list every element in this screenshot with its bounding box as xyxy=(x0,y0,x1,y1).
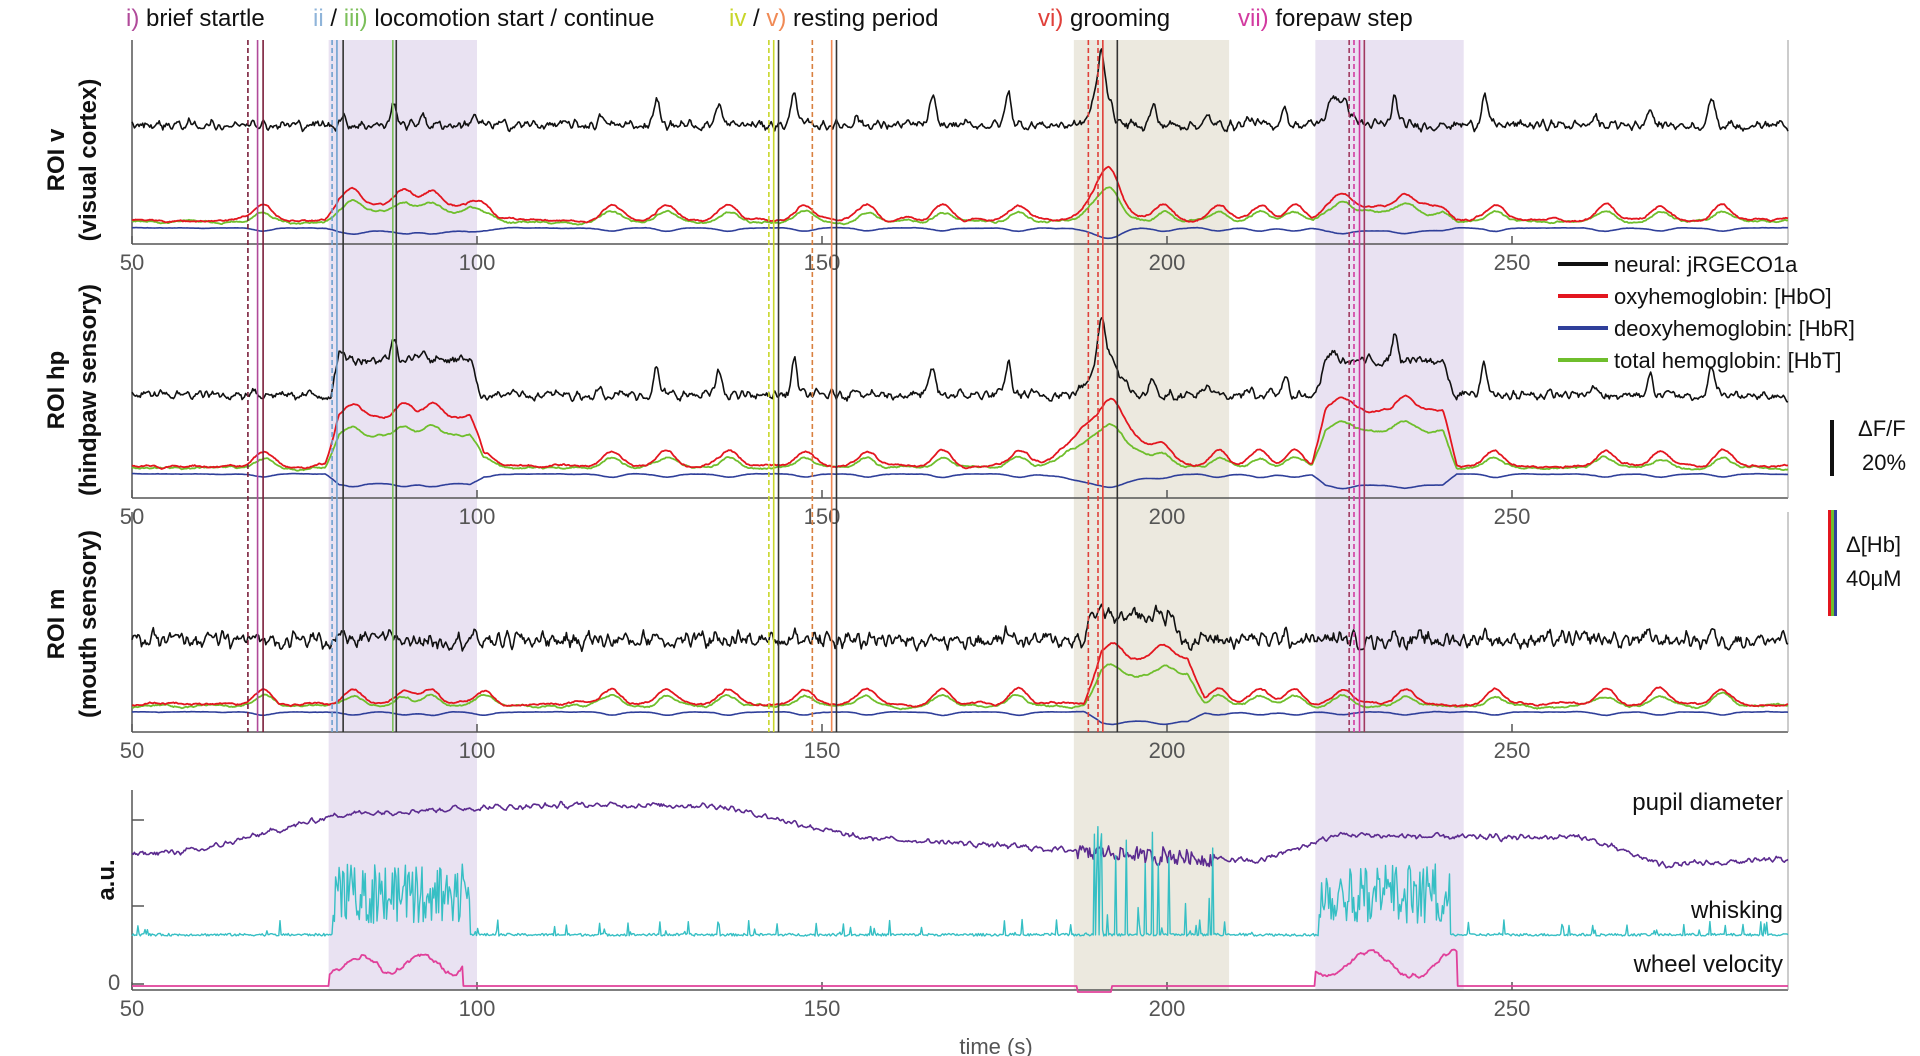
x-tick-label-100: 100 xyxy=(459,996,496,1021)
trace-hbo-panel-3 xyxy=(131,642,1789,708)
event-label-4-part-1: vi) xyxy=(1038,5,1063,32)
event-label-3: iv / v) resting period xyxy=(729,5,938,32)
trace-hbr-panel-3 xyxy=(131,710,1789,726)
x-tick-label-250: 250 xyxy=(1494,250,1531,275)
shaded-period-1 xyxy=(328,40,477,990)
event-label-3-part-4: resting period xyxy=(786,5,938,32)
traces xyxy=(131,48,1789,993)
trace-neural-panel-2 xyxy=(131,317,1789,403)
panel-2-subtitle: (hindpaw sensory) xyxy=(75,284,102,496)
trace-hbr-panel-2 xyxy=(132,472,1788,490)
x-tick-label-250: 250 xyxy=(1494,738,1531,763)
x-tick-label-200: 200 xyxy=(1149,996,1186,1021)
trace-hbr-panel-1 xyxy=(131,226,1788,240)
trace-wheel-velocity xyxy=(132,948,1788,993)
bottom-ytick-zero: 0 xyxy=(108,970,120,995)
x-tick-label-50: 50 xyxy=(120,738,144,763)
x-tick-label-150: 150 xyxy=(804,504,841,529)
scale-bar-hb: Δ[Hb] 40μM xyxy=(1828,510,1901,616)
x-tick-label-250: 250 xyxy=(1494,504,1531,529)
event-label-4-part-2: grooming xyxy=(1063,5,1170,32)
x-tick-label-150: 150 xyxy=(804,738,841,763)
trace-hbt-panel-3 xyxy=(131,663,1789,711)
x-tick-label-100: 100 xyxy=(459,504,496,529)
shaded-periods xyxy=(328,40,1464,990)
trace-pupil-diameter xyxy=(131,800,1789,869)
shaded-period-3 xyxy=(1315,40,1464,990)
x-tick-label-100: 100 xyxy=(459,738,496,763)
scale-bar-dff: ΔF/F 20% xyxy=(1830,416,1906,476)
event-label-3-part-2: / xyxy=(746,5,766,32)
event-label-5-part-2: forepaw step xyxy=(1269,5,1413,32)
event-label-2-part-3: iii) xyxy=(344,5,368,32)
panel-1-subtitle: (visual cortex) xyxy=(75,79,102,242)
event-label-2-part-2: / xyxy=(324,5,344,32)
trace-neural-panel-1 xyxy=(131,48,1789,133)
event-label-5-part-1: vii) xyxy=(1238,5,1269,32)
event-label-2-part-4: locomotion start / continue xyxy=(368,5,655,32)
scale-bar-dff-label-1: ΔF/F xyxy=(1858,416,1906,441)
event-label-4: vi) grooming xyxy=(1038,5,1170,32)
scale-bar-hb-label-1: Δ[Hb] xyxy=(1846,532,1901,557)
trace-label-whisking: whisking xyxy=(1690,897,1783,924)
trace-hbo-panel-2 xyxy=(131,394,1789,470)
legend-label-neural: neural: jRGECO1a xyxy=(1614,252,1798,277)
x-tick-label-50: 50 xyxy=(120,996,144,1021)
x-tick-label-150: 150 xyxy=(804,250,841,275)
legend-label-hbt: total hemoglobin: [HbT] xyxy=(1614,348,1841,373)
event-markers xyxy=(247,40,1366,732)
x-tick-label-100: 100 xyxy=(459,250,496,275)
event-label-5: vii) forepaw step xyxy=(1238,5,1413,32)
scale-bar-hb-label-2: 40μM xyxy=(1846,566,1901,591)
trace-label-wheel: wheel velocity xyxy=(1633,951,1783,978)
panel-1-title: ROI v xyxy=(43,128,70,191)
trace-hbo-panel-1 xyxy=(131,165,1789,224)
legend-label-hbr: deoxyhemoglobin: [HbR] xyxy=(1614,316,1855,341)
event-label-1: i) brief startle xyxy=(126,5,265,32)
event-label-3-part-1: iv xyxy=(729,5,746,32)
legend: neural: jRGECO1a oxyhemoglobin: [HbO] de… xyxy=(1558,252,1855,373)
x-tick-label-250: 250 xyxy=(1494,996,1531,1021)
trace-label-pupil: pupil diameter xyxy=(1632,789,1783,816)
x-tick-label-200: 200 xyxy=(1149,504,1186,529)
panel-2-title: ROI hp xyxy=(43,351,70,430)
event-label-1-part-2: brief startle xyxy=(139,5,264,32)
panel-3-title: ROI m xyxy=(43,589,70,660)
trace-neural-panel-3 xyxy=(131,603,1789,653)
bottom-ylabel: a.u. xyxy=(93,859,120,900)
legend-label-hbo: oxyhemoglobin: [HbO] xyxy=(1614,284,1832,309)
shaded-period-2 xyxy=(1073,40,1230,990)
panel-3-subtitle: (mouth sensory) xyxy=(75,530,102,718)
event-label-2: ii / iii) locomotion start / continue xyxy=(313,5,655,32)
x-axis-label: time (s) xyxy=(959,1034,1032,1056)
x-tick-label-150: 150 xyxy=(804,996,841,1021)
scale-bar-dff-label-2: 20% xyxy=(1862,450,1906,475)
trace-whisking xyxy=(131,826,1789,937)
event-label-2-part-1: ii xyxy=(313,5,324,32)
event-label-3-part-3: v) xyxy=(766,5,786,32)
x-tick-label-200: 200 xyxy=(1149,250,1186,275)
x-tick-label-200: 200 xyxy=(1149,738,1186,763)
event-labels: i) brief startle ii / iii) locomotion sta… xyxy=(126,5,1413,32)
event-label-1-part-1: i) xyxy=(126,5,139,32)
